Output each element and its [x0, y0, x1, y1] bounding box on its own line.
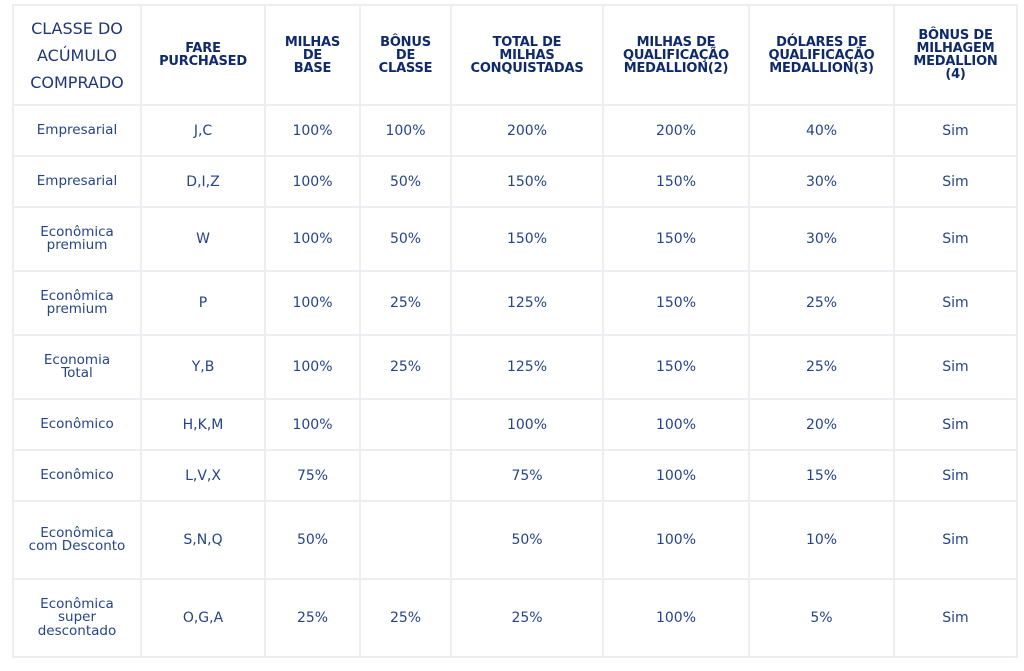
table-row: Econômico L,V,X 75% 75% 100% 15% Sim: [12, 449, 1018, 502]
table-row: Econômica super descontado O,G,A 25% 25%…: [12, 578, 1018, 658]
cell-base-miles: 50%: [264, 500, 361, 580]
cell-mqd: 20%: [748, 398, 895, 451]
cell-class-bonus: 25%: [359, 578, 452, 658]
table-row: Econômica premium P 100% 25% 125% 150% 2…: [12, 270, 1018, 336]
cell-mqm: 150%: [602, 206, 750, 272]
cell-total-miles: 125%: [450, 334, 604, 400]
cell-medallion-bonus: Sim: [893, 104, 1018, 157]
table-row: Empresarial J,C 100% 100% 200% 200% 40% …: [12, 104, 1018, 157]
header-cell-mqm: MILHAS DE QUALIFICAÇÃO MEDALLION(2): [602, 4, 750, 106]
cell-fare: H,K,M: [140, 398, 266, 451]
cell-total-miles: 125%: [450, 270, 604, 336]
header-cell-class-bonus: BÔNUS DE CLASSE: [359, 4, 452, 106]
cell-base-miles: 100%: [264, 104, 361, 157]
cell-fare: W: [140, 206, 266, 272]
table-row: Empresarial D,I,Z 100% 50% 150% 150% 30%…: [12, 155, 1018, 208]
cell-base-miles: 100%: [264, 334, 361, 400]
cell-fare: O,G,A: [140, 578, 266, 658]
cell-mqm: 100%: [602, 500, 750, 580]
cell-fare: D,I,Z: [140, 155, 266, 208]
cell-medallion-bonus: Sim: [893, 398, 1018, 451]
cell-medallion-bonus: Sim: [893, 449, 1018, 502]
cell-class-bonus: 100%: [359, 104, 452, 157]
cell-base-miles: 25%: [264, 578, 361, 658]
cell-base-miles: 75%: [264, 449, 361, 502]
cell-medallion-bonus: Sim: [893, 155, 1018, 208]
cell-mqm: 100%: [602, 398, 750, 451]
cell-base-miles: 100%: [264, 270, 361, 336]
cell-mqm: 150%: [602, 155, 750, 208]
cell-mqm: 100%: [602, 449, 750, 502]
header-cell-medallion-bonus: BÔNUS DE MILHAGEM MEDALLION (4): [893, 4, 1018, 106]
cell-mqd: 5%: [748, 578, 895, 658]
table-row: Econômica com Desconto S,N,Q 50% 50% 100…: [12, 500, 1018, 580]
cell-base-miles: 100%: [264, 155, 361, 208]
cell-mqd: 15%: [748, 449, 895, 502]
cell-fare: L,V,X: [140, 449, 266, 502]
cell-medallion-bonus: Sim: [893, 206, 1018, 272]
cell-fare: Y,B: [140, 334, 266, 400]
cell-medallion-bonus: Sim: [893, 270, 1018, 336]
header-cell-fare: FARE PURCHASED: [140, 4, 266, 106]
cell-class: Empresarial: [12, 104, 142, 157]
table-row: Econômica premium W 100% 50% 150% 150% 3…: [12, 206, 1018, 272]
cell-total-miles: 150%: [450, 155, 604, 208]
cell-total-miles: 50%: [450, 500, 604, 580]
header-row: CLASSE DO ACÚMULO COMPRADO FARE PURCHASE…: [12, 4, 1018, 106]
cell-class-bonus: [359, 500, 452, 580]
cell-class: Econômico: [12, 449, 142, 502]
cell-total-miles: 75%: [450, 449, 604, 502]
cell-mqm: 150%: [602, 334, 750, 400]
cell-mqd: 40%: [748, 104, 895, 157]
header-cell-total-miles: TOTAL DE MILHAS CONQUISTADAS: [450, 4, 604, 106]
cell-fare: J,C: [140, 104, 266, 157]
cell-medallion-bonus: Sim: [893, 500, 1018, 580]
cell-mqd: 25%: [748, 270, 895, 336]
cell-class-bonus: [359, 449, 452, 502]
cell-mqm: 150%: [602, 270, 750, 336]
cell-mqd: 10%: [748, 500, 895, 580]
cell-total-miles: 25%: [450, 578, 604, 658]
cell-mqd: 30%: [748, 155, 895, 208]
cell-class: Economia Total: [12, 334, 142, 400]
cell-class: Empresarial: [12, 155, 142, 208]
cell-total-miles: 150%: [450, 206, 604, 272]
cell-class-bonus: 25%: [359, 334, 452, 400]
cell-medallion-bonus: Sim: [893, 578, 1018, 658]
cell-total-miles: 100%: [450, 398, 604, 451]
cell-total-miles: 200%: [450, 104, 604, 157]
cell-mqd: 25%: [748, 334, 895, 400]
cell-mqm: 100%: [602, 578, 750, 658]
table-row: Economia Total Y,B 100% 25% 125% 150% 25…: [12, 334, 1018, 400]
header-cell-base-miles: MILHAS DE BASE: [264, 4, 361, 106]
cell-class-bonus: [359, 398, 452, 451]
cell-class-bonus: 50%: [359, 206, 452, 272]
cell-class: Econômica premium: [12, 270, 142, 336]
cell-mqm: 200%: [602, 104, 750, 157]
cell-class-bonus: 25%: [359, 270, 452, 336]
cell-mqd: 30%: [748, 206, 895, 272]
cell-class: Econômica com Desconto: [12, 500, 142, 580]
cell-medallion-bonus: Sim: [893, 334, 1018, 400]
mileage-earning-table: CLASSE DO ACÚMULO COMPRADO FARE PURCHASE…: [12, 4, 1018, 658]
cell-class-bonus: 50%: [359, 155, 452, 208]
cell-class: Econômica super descontado: [12, 578, 142, 658]
table-row: Econômico H,K,M 100% 100% 100% 20% Sim: [12, 398, 1018, 451]
cell-class: Econômico: [12, 398, 142, 451]
header-cell-mqd: DÓLARES DE QUALIFICAÇÃO MEDALLION(3): [748, 4, 895, 106]
cell-base-miles: 100%: [264, 398, 361, 451]
cell-base-miles: 100%: [264, 206, 361, 272]
cell-fare: S,N,Q: [140, 500, 266, 580]
cell-fare: P: [140, 270, 266, 336]
cell-class: Econômica premium: [12, 206, 142, 272]
header-cell-class: CLASSE DO ACÚMULO COMPRADO: [12, 4, 142, 106]
